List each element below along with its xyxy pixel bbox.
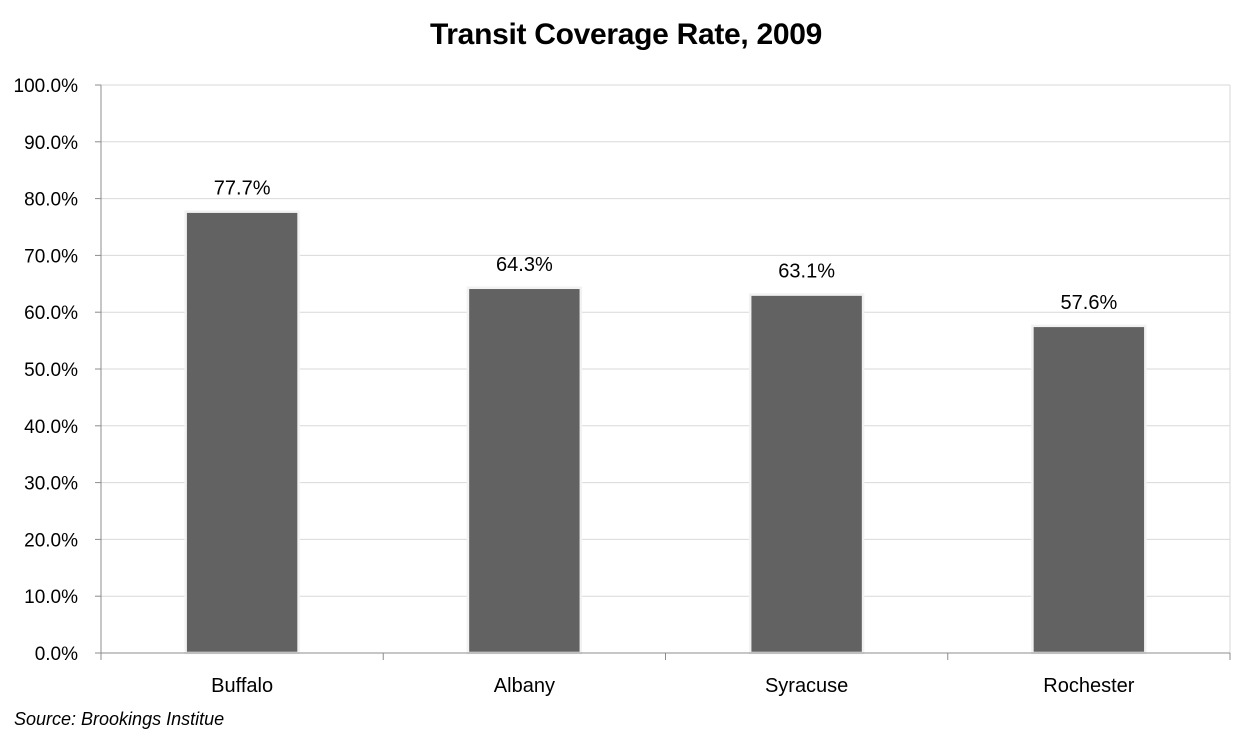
data-label: 57.6% (1061, 292, 1118, 314)
bar (748, 293, 865, 655)
data-label: 77.7% (214, 178, 271, 200)
y-tick-label: 60.0% (24, 303, 78, 324)
y-tick-label: 80.0% (24, 190, 78, 211)
data-label: 63.1% (778, 261, 835, 283)
y-tick-label: 30.0% (24, 474, 78, 495)
data-label: 64.3% (496, 254, 553, 276)
source-note: Source: Brookings Institue (14, 709, 225, 729)
bar (184, 210, 300, 655)
y-tick-label: 20.0% (24, 530, 78, 551)
bars (184, 210, 1147, 655)
category-label: Albany (494, 675, 555, 697)
labels: 0.0% 10.0% 20.0% 30.0% 40.0% 50.0% 60.0% 70.0% 8… (14, 76, 1135, 697)
axes (95, 84, 1231, 660)
bar (466, 286, 583, 655)
y-tick-label: 90.0% (24, 133, 78, 154)
y-tick-label: 40.0% (24, 417, 78, 438)
y-tick-label: 10.0% (24, 587, 78, 608)
category-label: Rochester (1043, 675, 1134, 697)
y-tick-label: 0.0% (35, 644, 78, 665)
y-tick-label: 50.0% (24, 360, 78, 381)
chart-title: Transit Coverage Rate, 2009 (429, 18, 823, 51)
category-label: Buffalo (211, 675, 273, 697)
y-tick-label: 70.0% (24, 246, 78, 267)
y-tick-label: 100.0% (14, 76, 79, 97)
category-label: Syracuse (765, 675, 848, 697)
bar (1031, 324, 1147, 655)
